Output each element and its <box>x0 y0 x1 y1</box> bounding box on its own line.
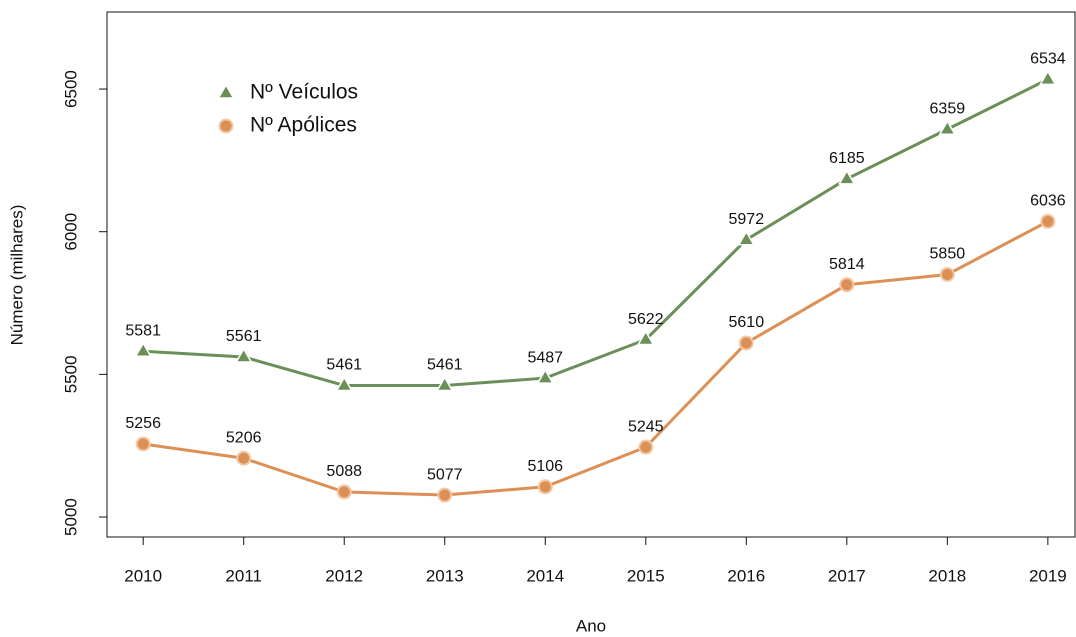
x-tick-label: 2018 <box>928 566 966 585</box>
point <box>236 450 252 466</box>
y-axis-label: Número (milhares) <box>7 205 26 346</box>
data-label: 6359 <box>930 100 966 117</box>
data-label: 5610 <box>729 314 765 331</box>
point <box>838 169 856 185</box>
series-line <box>143 77 1049 387</box>
data-label: 5206 <box>226 429 262 446</box>
x-tick-label: 2011 <box>225 566 262 585</box>
data-label: 5106 <box>527 458 563 475</box>
series-line <box>142 220 1049 497</box>
data-label: 5461 <box>326 357 362 374</box>
legend-marker <box>218 118 234 134</box>
point <box>1040 213 1056 229</box>
y-tick-label: 6000 <box>61 213 80 251</box>
legend-label: Nº Apólices <box>250 114 357 137</box>
y-tick-label: 5000 <box>61 498 80 536</box>
x-axis-label: Ano <box>576 616 606 635</box>
point <box>938 119 957 136</box>
point <box>537 479 553 495</box>
y-tick-label: 6500 <box>61 70 80 108</box>
x-tick-label: 2019 <box>1029 566 1067 585</box>
data-label: 5256 <box>125 415 161 432</box>
y-tick-label: 5500 <box>61 355 80 393</box>
x-tick-label: 2015 <box>627 566 665 585</box>
point <box>939 267 955 282</box>
point <box>335 375 354 392</box>
x-tick-label: 2017 <box>828 566 866 585</box>
data-label: 5088 <box>326 463 362 480</box>
data-label: 5850 <box>930 246 966 263</box>
point <box>435 375 454 392</box>
x-tick-label: 2016 <box>727 566 765 585</box>
data-label: 5487 <box>527 349 563 366</box>
point <box>839 277 855 293</box>
point <box>738 335 754 351</box>
data-label: 5077 <box>427 466 463 483</box>
point <box>536 368 555 384</box>
data-label: 5561 <box>226 328 262 345</box>
legend-marker <box>217 83 235 99</box>
x-tick-label: 2010 <box>124 566 162 585</box>
x-tick-label: 2013 <box>426 566 464 585</box>
data-label: 6036 <box>1030 193 1066 210</box>
data-label: 5972 <box>729 211 765 228</box>
x-tick-label: 2012 <box>325 566 363 585</box>
plot-frame <box>106 11 1076 538</box>
data-label: 5245 <box>628 418 664 435</box>
data-label: 5622 <box>628 311 664 328</box>
data-label: 5814 <box>829 256 865 273</box>
point <box>1039 69 1057 86</box>
point <box>234 347 253 363</box>
point <box>134 341 152 358</box>
data-label: 5581 <box>125 322 161 339</box>
point <box>336 484 352 500</box>
data-label: 6534 <box>1030 51 1066 68</box>
data-label: 6185 <box>829 150 865 167</box>
legend-label: Nº Veículos <box>250 81 358 104</box>
point <box>135 436 151 452</box>
x-tick-label: 2014 <box>526 566 564 585</box>
point <box>737 230 756 246</box>
point <box>638 439 654 455</box>
point <box>437 487 453 503</box>
data-label: 5461 <box>427 357 463 374</box>
point <box>636 330 655 346</box>
